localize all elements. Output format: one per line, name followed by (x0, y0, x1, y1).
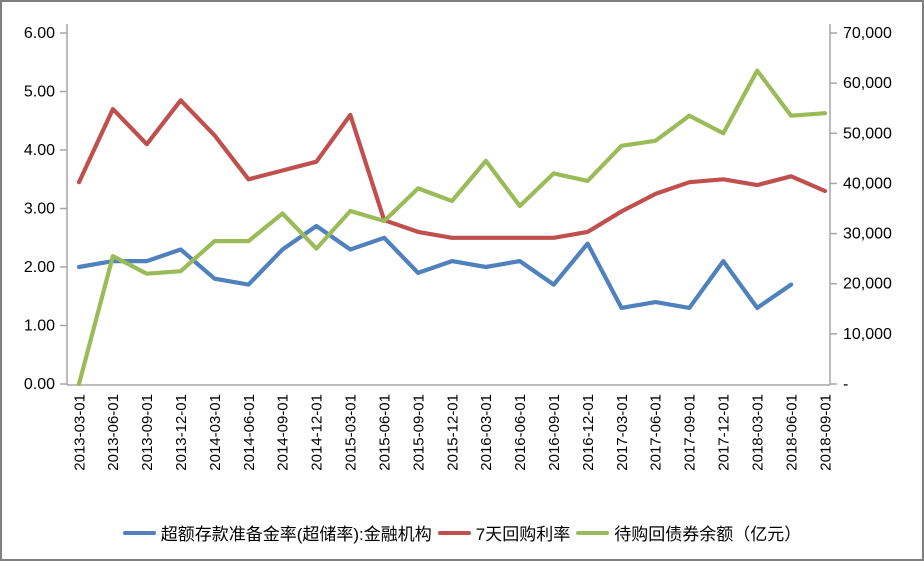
x-axis-tick-label: 2014-03-01 (207, 394, 224, 471)
right-axis-tick-label: 10,000 (843, 326, 892, 343)
x-axis-tick-label: 2017-06-01 (648, 394, 665, 471)
x-axis-tick-label: 2015-06-01 (376, 394, 393, 471)
right-axis-tick-label: 60,000 (843, 75, 892, 92)
x-axis-tick-label: 2014-09-01 (275, 394, 292, 471)
right-axis-tick-label: - (843, 376, 848, 393)
x-axis-tick-label: 2016-09-01 (546, 394, 563, 471)
left-axis-tick-label: 3.00 (24, 201, 55, 218)
legend-line-swatch-green (576, 530, 610, 535)
legend-item-excess-reserve-ratio: 超额存款准备金率(超储率):金融机构 (122, 520, 432, 545)
x-axis-tick-label: 2017-12-01 (716, 394, 733, 471)
right-axis-tick-label: 20,000 (843, 276, 892, 293)
x-axis-tick-label: 2015-09-01 (410, 394, 427, 471)
left-axis-tick-label: 5.00 (24, 84, 55, 101)
left-axis-tick-label: 6.00 (24, 25, 55, 42)
left-axis-tick-label: 1.00 (24, 318, 55, 335)
left-axis-tick-label: 4.00 (24, 142, 55, 159)
x-axis-tick-label: 2018-03-01 (749, 394, 766, 471)
x-axis-tick-label: 2013-12-01 (173, 394, 190, 471)
series-line-1 (76, 98, 828, 240)
x-axis-tick-label: 2016-12-01 (580, 394, 597, 471)
legend-label: 待购回债券余额（亿元） (614, 525, 802, 544)
right-axis-tick-label: 40,000 (843, 175, 892, 192)
left-axis-tick-label: 0.00 (24, 376, 55, 393)
legend-label: 7天回购利率 (475, 525, 571, 544)
x-axis-tick-label: 2016-03-01 (478, 394, 495, 471)
x-axis-tick-label: 2013-09-01 (139, 394, 156, 471)
x-axis-tick-label: 2017-09-01 (682, 394, 699, 471)
right-axis-tick-label: 50,000 (843, 125, 892, 142)
left-axis-tick-label: 2.00 (24, 259, 55, 276)
legend-line-swatch-red (437, 530, 471, 535)
chart-legend: 超额存款准备金率(超储率):金融机构 7天回购利率 待购回债券余额（亿元） (2, 520, 922, 545)
x-axis-tick-label: 2015-03-01 (343, 394, 360, 471)
x-axis-tick-label: 2017-03-01 (614, 394, 631, 471)
series-line-0 (76, 223, 794, 310)
right-axis-tick-label: 30,000 (843, 226, 892, 243)
x-axis-tick-label: 2016-06-01 (512, 394, 529, 471)
legend-item-repo-bond-balance: 待购回债券余额（亿元） (576, 520, 801, 545)
x-axis-tick-label: 2018-09-01 (817, 394, 834, 471)
legend-item-7day-repo-rate: 7天回购利率 (437, 520, 571, 545)
x-axis-tick-label: 2014-12-01 (309, 394, 326, 471)
x-axis-tick-label: 2013-03-01 (71, 394, 88, 471)
right-axis-tick-label: 70,000 (843, 25, 892, 42)
x-axis-tick-label: 2014-06-01 (241, 394, 258, 471)
legend-label: 超额存款准备金率(超储率):金融机构 (160, 525, 432, 544)
legend-line-swatch-blue (122, 530, 156, 535)
x-axis-tick-label: 2013-06-01 (105, 394, 122, 471)
x-axis-tick-label: 2018-06-01 (783, 394, 800, 471)
x-axis-tick-label: 2015-12-01 (444, 394, 461, 471)
series-line-2 (76, 68, 828, 387)
